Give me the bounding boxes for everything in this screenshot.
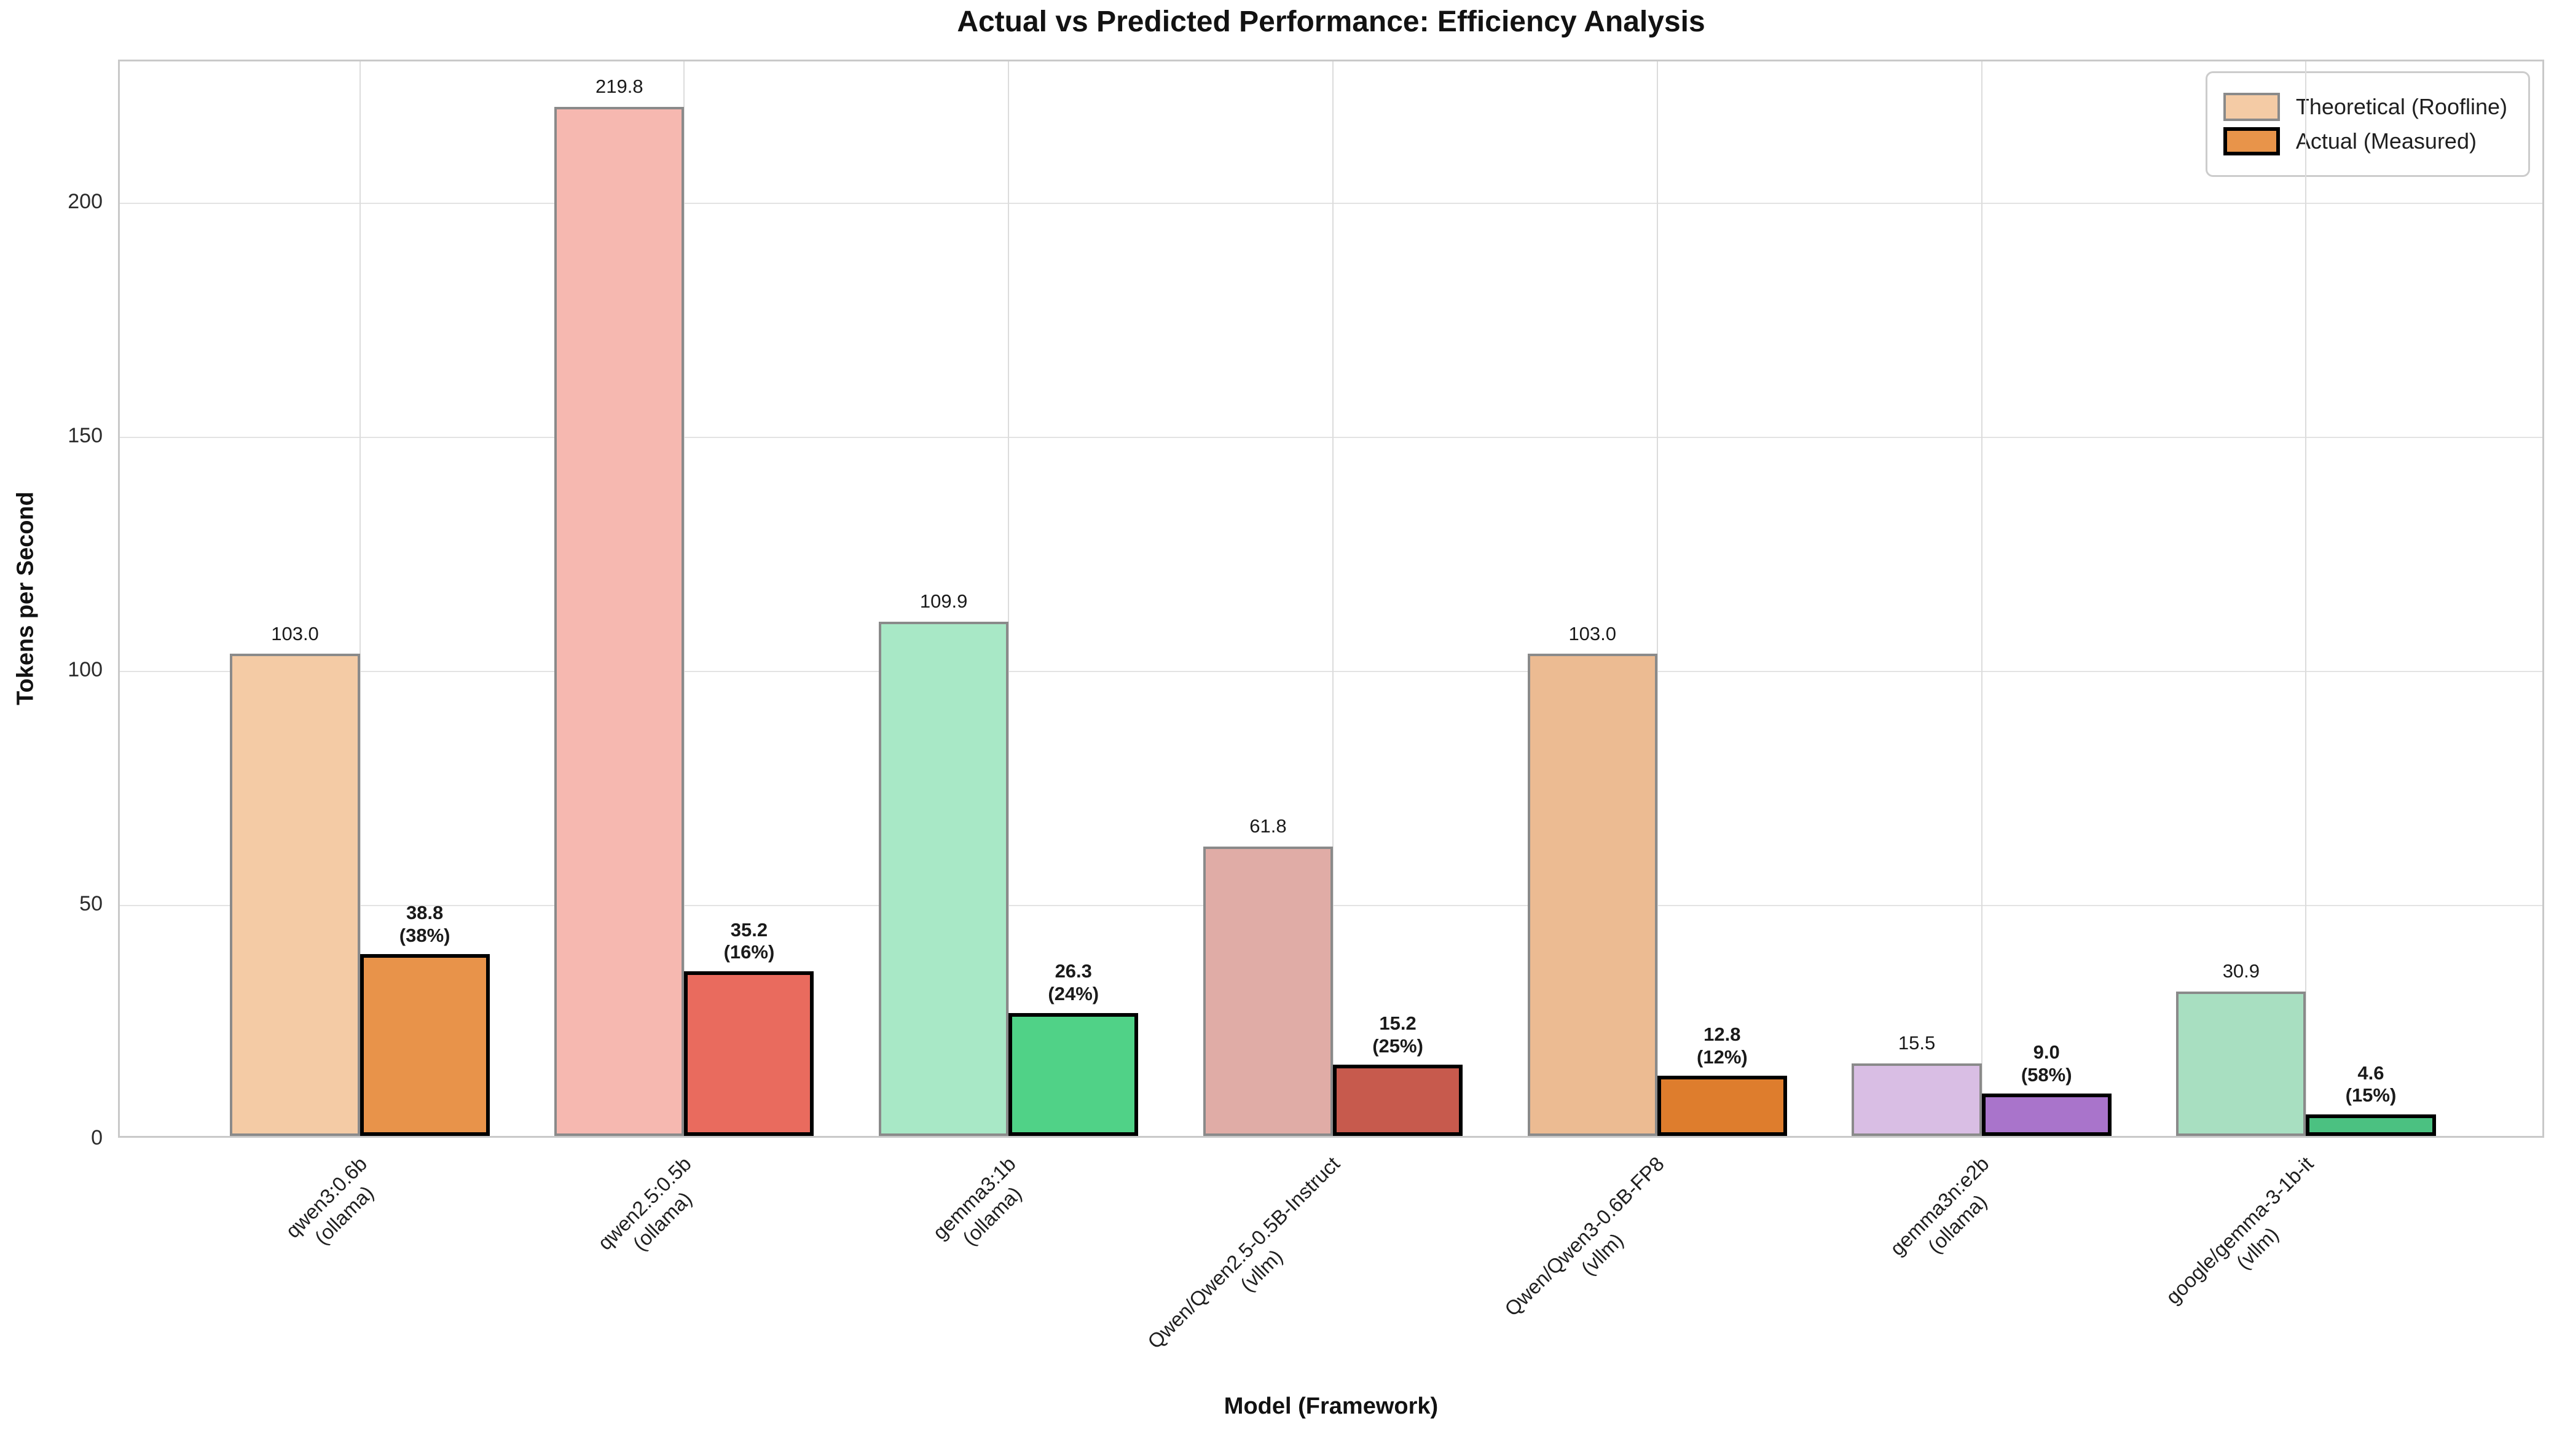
theoretical-value-label: 61.8 bbox=[1249, 815, 1287, 837]
bar-theoretical-6 bbox=[2176, 991, 2306, 1136]
theoretical-value-label: 103.0 bbox=[1568, 622, 1617, 644]
bar-theoretical-4 bbox=[1527, 654, 1657, 1136]
x-tick-text: google/gemma-3-1b-it (vllm) bbox=[2161, 1152, 2317, 1309]
actual-value-label: 12.8 (12%) bbox=[1697, 1024, 1748, 1068]
x-tick-text: qwen3:0.6b (ollama) bbox=[281, 1152, 379, 1250]
h-gridline bbox=[120, 670, 2542, 672]
x-tick-text: gemma3n:e2b (ollama) bbox=[1885, 1152, 1994, 1260]
bar-theoretical-1 bbox=[554, 107, 685, 1136]
chart-title: Actual vs Predicted Performance: Efficie… bbox=[957, 6, 1705, 38]
v-gridline bbox=[1656, 61, 1658, 1136]
bar-actual-4 bbox=[1657, 1076, 1787, 1136]
h-gridline bbox=[120, 436, 2542, 438]
legend: Theoretical (Roofline) Actual (Measured) bbox=[2205, 71, 2530, 177]
actual-swatch-icon bbox=[2223, 127, 2280, 155]
x-tick-text: qwen2.5:0.5b (ollama) bbox=[593, 1152, 697, 1255]
y-tick-label: 0 bbox=[91, 1126, 103, 1149]
v-gridline bbox=[1008, 61, 1010, 1136]
bar-theoretical-2 bbox=[879, 621, 1009, 1136]
x-axis-title: Model (Framework) bbox=[1224, 1393, 1439, 1419]
legend-label-theoretical: Theoretical (Roofline) bbox=[2295, 94, 2507, 119]
y-tick-label: 200 bbox=[68, 189, 103, 213]
bar-theoretical-3 bbox=[1203, 847, 1333, 1136]
bar-actual-1 bbox=[684, 971, 814, 1136]
theoretical-value-label: 109.9 bbox=[919, 590, 968, 612]
v-gridline bbox=[2305, 61, 2307, 1136]
v-gridline bbox=[1332, 61, 1334, 1136]
y-tick-label: 50 bbox=[79, 891, 103, 915]
bar-theoretical-0 bbox=[230, 654, 360, 1136]
actual-value-label: 38.8 (38%) bbox=[399, 902, 450, 946]
actual-value-label: 26.3 (24%) bbox=[1048, 960, 1099, 1005]
plot-area: Theoretical (Roofline) Actual (Measured)… bbox=[118, 60, 2544, 1138]
x-tick-text: Qwen/Qwen3-0.6B-FP8 (vllm) bbox=[1500, 1152, 1669, 1321]
theoretical-value-label: 219.8 bbox=[595, 76, 643, 98]
actual-value-label: 9.0 (58%) bbox=[2021, 1041, 2072, 1086]
actual-value-label: 35.2 (16%) bbox=[723, 918, 775, 963]
y-tick-label: 150 bbox=[68, 423, 103, 447]
bar-actual-6 bbox=[2306, 1114, 2436, 1136]
theoretical-value-label: 103.0 bbox=[271, 622, 319, 644]
legend-row-actual: Actual (Measured) bbox=[2223, 127, 2507, 155]
bar-actual-2 bbox=[1008, 1012, 1139, 1136]
theoretical-value-label: 30.9 bbox=[2222, 960, 2260, 982]
bar-actual-0 bbox=[360, 954, 490, 1136]
v-gridline bbox=[1981, 61, 1982, 1136]
bar-actual-5 bbox=[1981, 1094, 2112, 1136]
theoretical-swatch-icon bbox=[2223, 93, 2280, 121]
bar-theoretical-5 bbox=[1852, 1063, 1982, 1136]
theoretical-value-label: 15.5 bbox=[1898, 1032, 1936, 1054]
legend-label-actual: Actual (Measured) bbox=[2295, 128, 2477, 154]
actual-value-label: 4.6 (15%) bbox=[2345, 1062, 2397, 1106]
actual-value-label: 15.2 (25%) bbox=[1372, 1012, 1423, 1057]
x-tick-text: Qwen/Qwen2.5-0.5B-Instruct (vllm) bbox=[1143, 1152, 1345, 1353]
v-gridline bbox=[359, 61, 361, 1136]
bar-actual-3 bbox=[1333, 1065, 1463, 1136]
h-gridline bbox=[120, 202, 2542, 204]
legend-row-theoretical: Theoretical (Roofline) bbox=[2223, 93, 2507, 121]
x-tick-text: gemma3:1b (ollama) bbox=[928, 1152, 1026, 1250]
v-gridline bbox=[683, 61, 685, 1136]
y-tick-label: 100 bbox=[68, 657, 103, 681]
